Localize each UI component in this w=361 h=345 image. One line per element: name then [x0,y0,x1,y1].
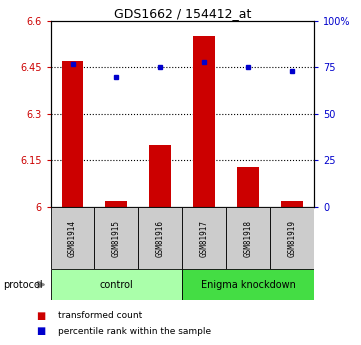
Text: percentile rank within the sample: percentile rank within the sample [58,327,211,336]
Bar [193,36,215,207]
Text: GSM81918: GSM81918 [244,219,253,257]
Text: GSM81914: GSM81914 [68,219,77,257]
Text: GSM81919: GSM81919 [288,219,297,257]
Bar [281,201,303,207]
Bar [51,207,95,269]
Bar [105,201,127,207]
Bar [182,207,226,269]
Text: protocol: protocol [4,280,43,289]
Text: transformed count: transformed count [58,311,142,320]
Text: GSM81915: GSM81915 [112,219,121,257]
Text: control: control [100,280,133,289]
Title: GDS1662 / 154412_at: GDS1662 / 154412_at [114,7,251,20]
Bar [51,269,182,300]
Bar [138,207,182,269]
Bar [237,167,259,207]
Bar [226,207,270,269]
Bar [149,145,171,207]
Bar [61,61,83,207]
Text: ■: ■ [36,326,45,336]
Text: GSM81917: GSM81917 [200,219,209,257]
Text: Enigma knockdown: Enigma knockdown [201,280,296,289]
Bar [270,207,314,269]
Bar [95,207,138,269]
Text: ■: ■ [36,311,45,321]
Bar [182,269,314,300]
Text: GSM81916: GSM81916 [156,219,165,257]
